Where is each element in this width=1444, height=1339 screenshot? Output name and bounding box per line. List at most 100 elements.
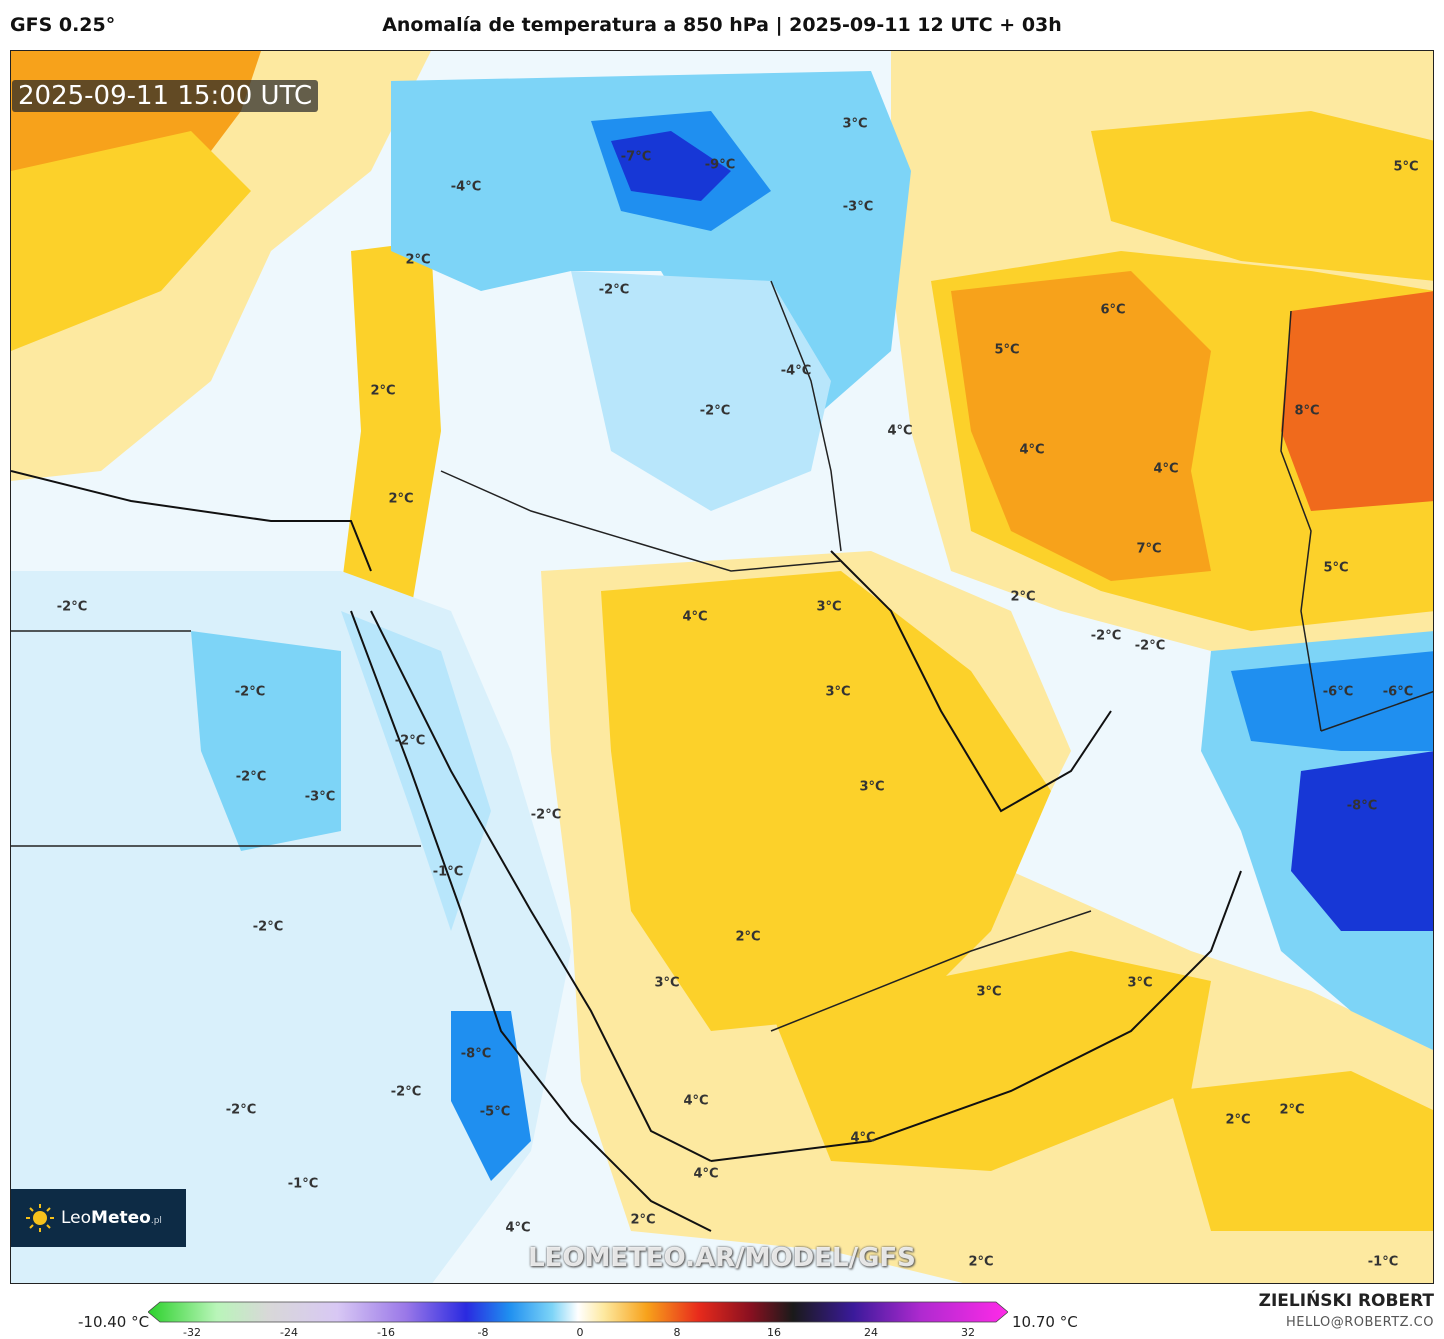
cold-region-iraq bbox=[571, 271, 831, 511]
contour-label: 2°C bbox=[370, 383, 396, 399]
colorbar-tick-label: 24 bbox=[864, 1326, 878, 1339]
colorbar-tick-label: -32 bbox=[183, 1326, 201, 1339]
model-label: GFS 0.25° bbox=[10, 14, 116, 36]
contour-label: 3°C bbox=[842, 116, 868, 132]
contour-label: 6°C bbox=[1100, 302, 1126, 318]
contour-label: -6°C bbox=[1322, 684, 1354, 700]
colorbar-tick-label: -24 bbox=[280, 1326, 298, 1339]
colorbar-tick-label: -8 bbox=[477, 1326, 489, 1339]
contour-label: 4°C bbox=[683, 1093, 709, 1109]
contour-label: 4°C bbox=[850, 1130, 876, 1146]
contour-label: 2°C bbox=[388, 491, 414, 507]
contour-label: 5°C bbox=[994, 342, 1020, 358]
watermark: LEOMETEO.AR/MODEL/GFS bbox=[528, 1243, 916, 1273]
coastline-persian-gulf bbox=[830, 550, 1112, 813]
colorbar-min-label: -10.40 °C bbox=[78, 1313, 150, 1331]
contour-label: 2°C bbox=[735, 929, 761, 945]
contour-label: -8°C bbox=[460, 1046, 492, 1062]
warm-region-arabia-core bbox=[601, 571, 1051, 1031]
colorbar-tick-label: 16 bbox=[767, 1326, 781, 1339]
contour-label: -2°C bbox=[699, 403, 731, 419]
coastline-mediterranean bbox=[11, 470, 372, 572]
author-email: HELLO@ROBERTZ.CO bbox=[1285, 1315, 1434, 1330]
contour-label: -5°C bbox=[479, 1104, 511, 1120]
leometeo-logo[interactable]: LeoMeteo.pl bbox=[11, 1189, 186, 1247]
contour-label: -2°C bbox=[234, 684, 266, 700]
contour-label: -3°C bbox=[304, 789, 336, 805]
hot-region-iran bbox=[951, 271, 1211, 581]
border-pakistan-afghanistan bbox=[1320, 690, 1433, 732]
contour-label: -2°C bbox=[1090, 628, 1122, 644]
contour-label: 4°C bbox=[1019, 442, 1045, 458]
contour-label: -2°C bbox=[598, 282, 630, 298]
contour-label: -2°C bbox=[390, 1084, 422, 1100]
warm-region-arabian-sea bbox=[1171, 1071, 1433, 1231]
contour-label: -1°C bbox=[287, 1176, 319, 1192]
contour-label: 5°C bbox=[1393, 159, 1419, 175]
valid-time-badge: 2025-09-11 15:00 UTC bbox=[12, 80, 319, 112]
border-iran-iraq bbox=[770, 280, 842, 552]
border-saudi-south bbox=[770, 910, 1092, 1032]
contour-label: 2°C bbox=[1279, 1102, 1305, 1118]
contour-label: 2°C bbox=[405, 252, 431, 268]
logo-text: LeoMeteo.pl bbox=[61, 1208, 162, 1228]
contour-label: 5°C bbox=[1323, 560, 1349, 576]
contour-label: 4°C bbox=[693, 1166, 719, 1182]
contour-label: 2°C bbox=[968, 1254, 994, 1270]
contour-label: -2°C bbox=[1134, 638, 1166, 654]
contour-label: 8°C bbox=[1294, 403, 1320, 419]
hot-region-caspian-east bbox=[1091, 111, 1433, 281]
contour-label: -8°C bbox=[1346, 798, 1378, 814]
contour-label: -1°C bbox=[1367, 1254, 1399, 1270]
colorbar bbox=[148, 1301, 1008, 1323]
contour-label: -2°C bbox=[252, 919, 284, 935]
coastline-arabia-west bbox=[370, 610, 712, 1162]
contour-label: -4°C bbox=[780, 363, 812, 379]
contour-label: -4°C bbox=[450, 179, 482, 195]
contour-label: -2°C bbox=[225, 1102, 257, 1118]
contour-label: -1°C bbox=[432, 864, 464, 880]
cold-region-red-sea bbox=[341, 611, 491, 931]
contour-label: 4°C bbox=[1153, 461, 1179, 477]
contour-label: 3°C bbox=[816, 599, 842, 615]
contour-label: 3°C bbox=[825, 684, 851, 700]
warm-region-yemen bbox=[771, 951, 1211, 1171]
very-cold-region-arabian-sea bbox=[1231, 651, 1433, 751]
hot-region-afghanistan bbox=[1281, 291, 1433, 511]
colorbar-tick-label: -16 bbox=[377, 1326, 395, 1339]
colorbar-tick-label: 0 bbox=[576, 1326, 584, 1339]
extreme-cold-region-arabian-sea bbox=[1291, 751, 1433, 931]
author-credit: ZIELIŃSKI ROBERT bbox=[1258, 1291, 1434, 1311]
contour-label: -2°C bbox=[530, 807, 562, 823]
border-iran-pakistan bbox=[1280, 310, 1322, 732]
anomaly-map[interactable] bbox=[10, 50, 1434, 1284]
contour-label: -2°C bbox=[394, 733, 426, 749]
colorbar-max-label: 10.70 °C bbox=[1012, 1313, 1078, 1331]
contour-label: 2°C bbox=[1010, 589, 1036, 605]
border-saudi-north bbox=[440, 470, 842, 572]
contour-label: -3°C bbox=[842, 199, 874, 215]
contour-label: 4°C bbox=[887, 423, 913, 439]
extreme-cold-region-armenia bbox=[611, 131, 731, 201]
contour-label: -2°C bbox=[56, 599, 88, 615]
very-cold-region-ethiopia bbox=[451, 1011, 531, 1181]
contour-label: 3°C bbox=[976, 984, 1002, 1000]
contour-label: -6°C bbox=[1382, 684, 1414, 700]
contour-label: 7°C bbox=[1136, 541, 1162, 557]
contour-label: 3°C bbox=[654, 975, 680, 991]
colorbar-tick-label: 8 bbox=[673, 1326, 681, 1339]
cold-region-egypt-core bbox=[191, 631, 341, 851]
sun-icon bbox=[26, 1204, 54, 1232]
contour-label: 2°C bbox=[630, 1212, 656, 1228]
contour-label: 4°C bbox=[505, 1220, 531, 1236]
coastline-arabia-south bbox=[710, 870, 1242, 1162]
contour-label: 3°C bbox=[859, 779, 885, 795]
contour-label: -2°C bbox=[235, 769, 267, 785]
page-title: Anomalía de temperatura a 850 hPa | 2025… bbox=[382, 14, 1062, 36]
contour-label: 4°C bbox=[682, 609, 708, 625]
coastline-red-sea bbox=[350, 610, 712, 1232]
contour-label: 2°C bbox=[1225, 1112, 1251, 1128]
map-canvas bbox=[11, 51, 1433, 1283]
contour-label: -9°C bbox=[704, 157, 736, 173]
contour-label: 3°C bbox=[1127, 975, 1153, 991]
